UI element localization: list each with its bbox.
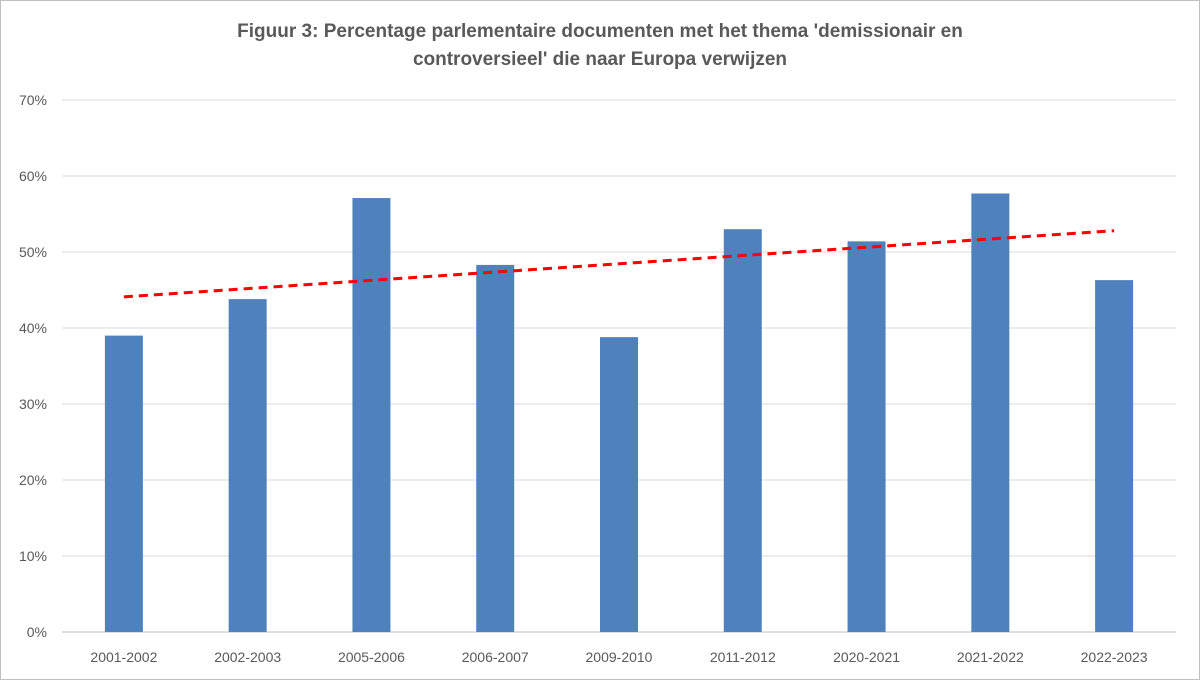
x-tick-label: 2006-2007: [462, 649, 529, 665]
bar: [971, 193, 1010, 633]
x-tick-label: 2009-2010: [586, 649, 653, 665]
bars: [104, 193, 1134, 633]
x-tick-label: 2005-2006: [338, 649, 405, 665]
trendline: [123, 229, 1115, 299]
x-axis-tick-labels: 2001-2002 2002-2003 2005-2006 2006-2007 2009…: [90, 649, 1147, 665]
bar: [1095, 280, 1134, 632]
x-tick-label: 2001-2002: [90, 649, 157, 665]
y-tick-label: 70%: [19, 92, 47, 108]
y-tick-label: 50%: [19, 244, 47, 260]
bar: [104, 335, 143, 632]
trendline-group: [123, 229, 1115, 299]
chart-title: Figuur 3: Percentage parlementaire docum…: [0, 18, 1200, 74]
bar: [476, 264, 515, 632]
chart-title-line-2: controversieel' die naar Europa verwijze…: [412, 49, 788, 70]
chart-title-line-1: Figuur 3: Percentage parlementaire docum…: [237, 21, 963, 42]
bar: [228, 299, 267, 632]
x-tick-label: 2022-2023: [1081, 649, 1148, 665]
y-tick-label: 30%: [19, 396, 47, 412]
y-tick-label: 10%: [19, 548, 47, 564]
y-tick-label: 40%: [19, 320, 47, 336]
x-tick-label: 2011-2012: [710, 649, 776, 665]
x-tick-label: 2021-2022: [957, 649, 1024, 665]
y-tick-label: 60%: [19, 168, 47, 184]
y-tick-label: 20%: [19, 472, 47, 488]
y-tick-label: 0%: [27, 624, 47, 640]
y-axis-tick-labels: 0% 10% 20% 30% 40% 50% 60% 70%: [19, 92, 47, 640]
x-tick-label: 2020-2021: [833, 649, 900, 665]
bar: [847, 241, 886, 633]
bar: [723, 229, 762, 632]
bar: [600, 337, 638, 632]
bar: [352, 198, 391, 633]
x-tick-label: 2002-2003: [214, 649, 281, 665]
